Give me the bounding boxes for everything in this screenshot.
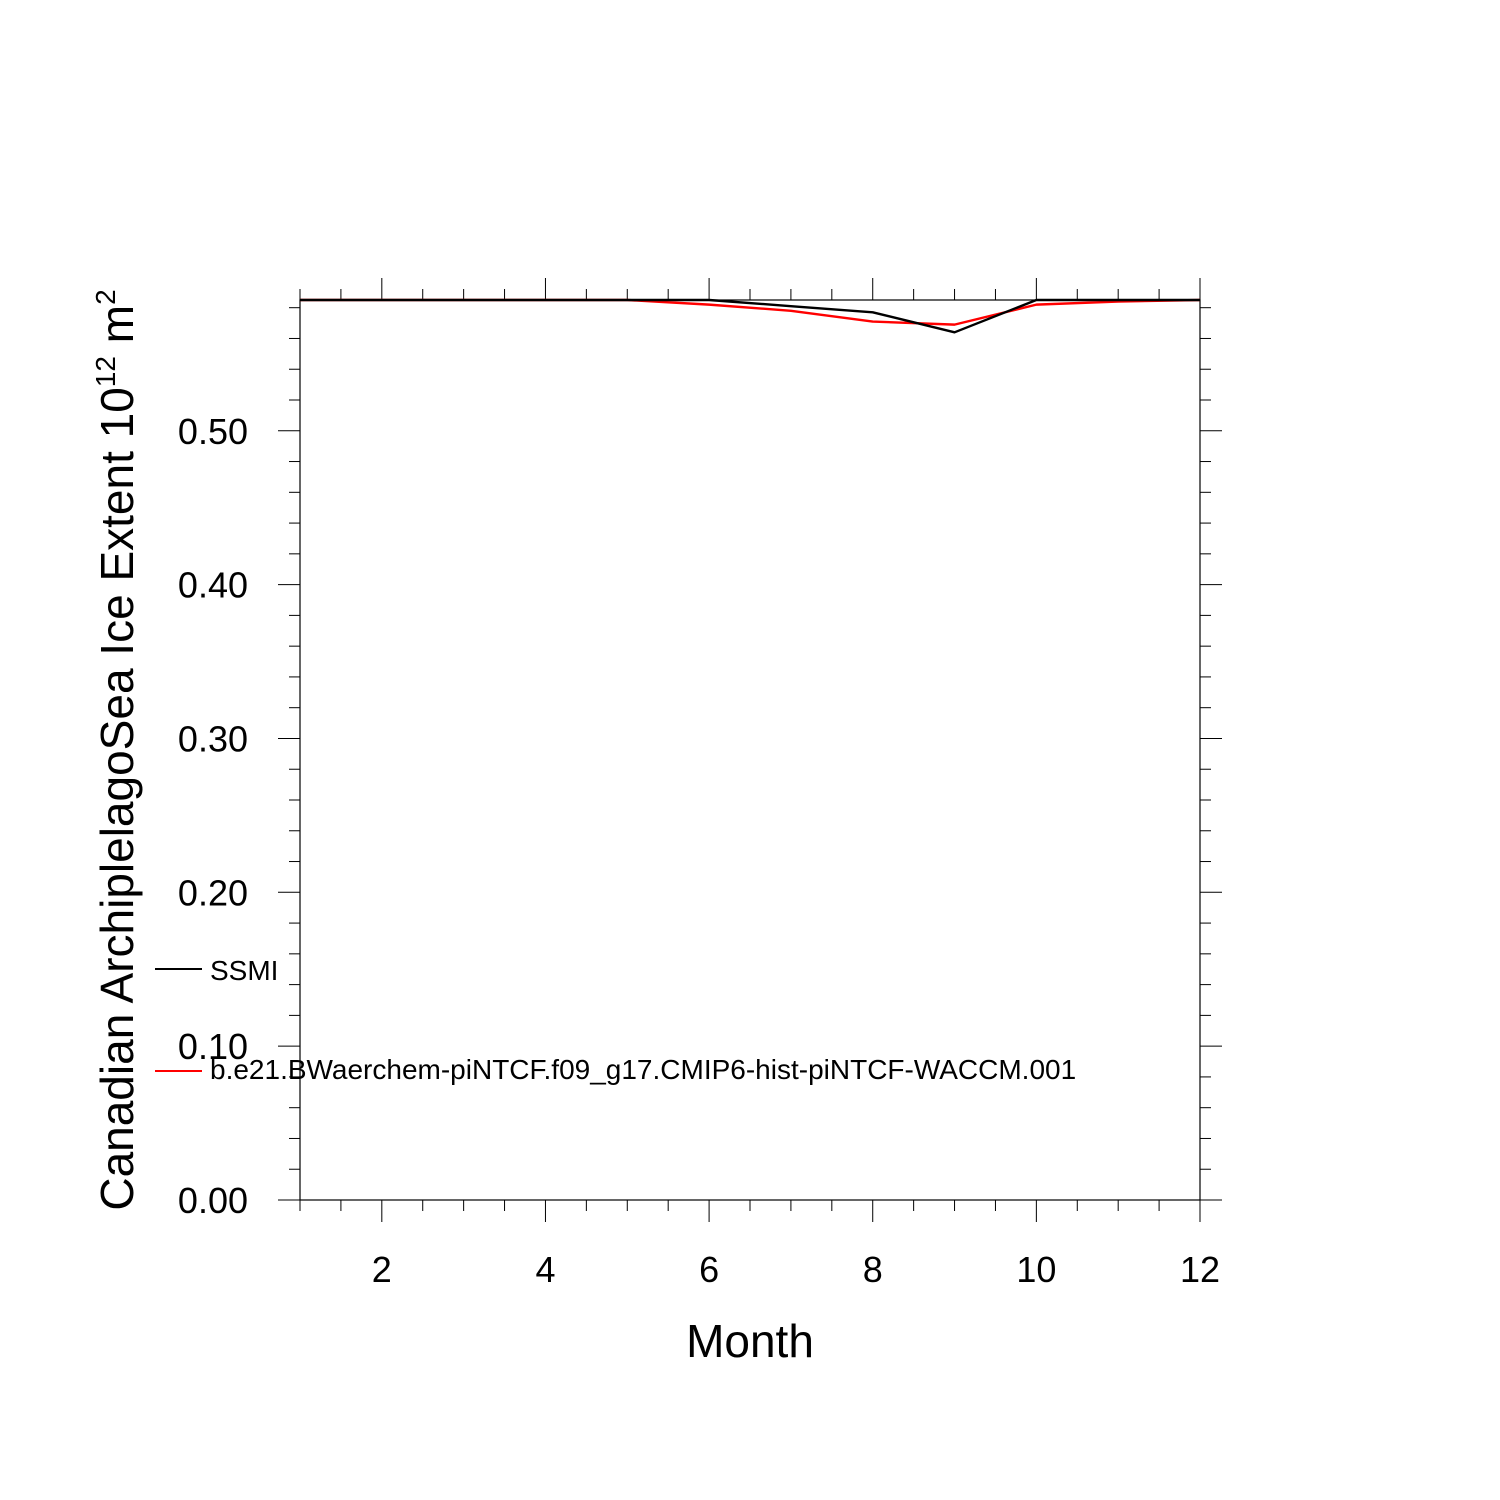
y-axis-title-main: Canadian ArchiplelagoSea Ice Extent 10 — [91, 387, 143, 1210]
y-tick-label: 0.30 — [178, 718, 248, 759]
legend-label-model: b.e21.BWaerchem-piNTCF.f09_g17.CMIP6-his… — [210, 1054, 1076, 1085]
y-axis-ticks: 0.00 0.10 0.20 0.30 0.40 0.50 — [178, 307, 1222, 1221]
x-tick-label: 12 — [1180, 1249, 1220, 1290]
series-line-0 — [300, 298, 1200, 334]
x-tick-label: 2 — [372, 1249, 392, 1290]
y-tick-label: 0.20 — [178, 872, 248, 913]
y-tick-label: 0.40 — [178, 565, 248, 606]
y-axis-title: Canadian ArchiplelagoSea Ice Extent 1012… — [90, 289, 143, 1210]
x-axis-ticks: 2 4 6 8 10 12 — [299, 278, 1220, 1290]
x-tick-label: 4 — [535, 1249, 555, 1290]
series-lines — [300, 298, 1201, 334]
x-tick-label: 8 — [863, 1249, 883, 1290]
y-axis-title-unit: m — [91, 305, 143, 356]
legend: SSMI b.e21.BWaerchem-piNTCF.f09_g17.CMIP… — [155, 955, 1076, 1085]
y-tick-label: 0.00 — [178, 1180, 248, 1221]
legend-label-ssmi: SSMI — [210, 955, 278, 986]
x-tick-label: 10 — [1016, 1249, 1056, 1290]
y-axis-title-unit-exponent: 2 — [90, 289, 121, 305]
y-tick-label: 0.50 — [178, 411, 248, 452]
x-tick-label: 6 — [699, 1249, 719, 1290]
y-tick-label: 0.10 — [178, 1026, 248, 1067]
x-axis-title: Month — [686, 1315, 814, 1367]
y-axis-title-exponent: 12 — [90, 356, 121, 387]
